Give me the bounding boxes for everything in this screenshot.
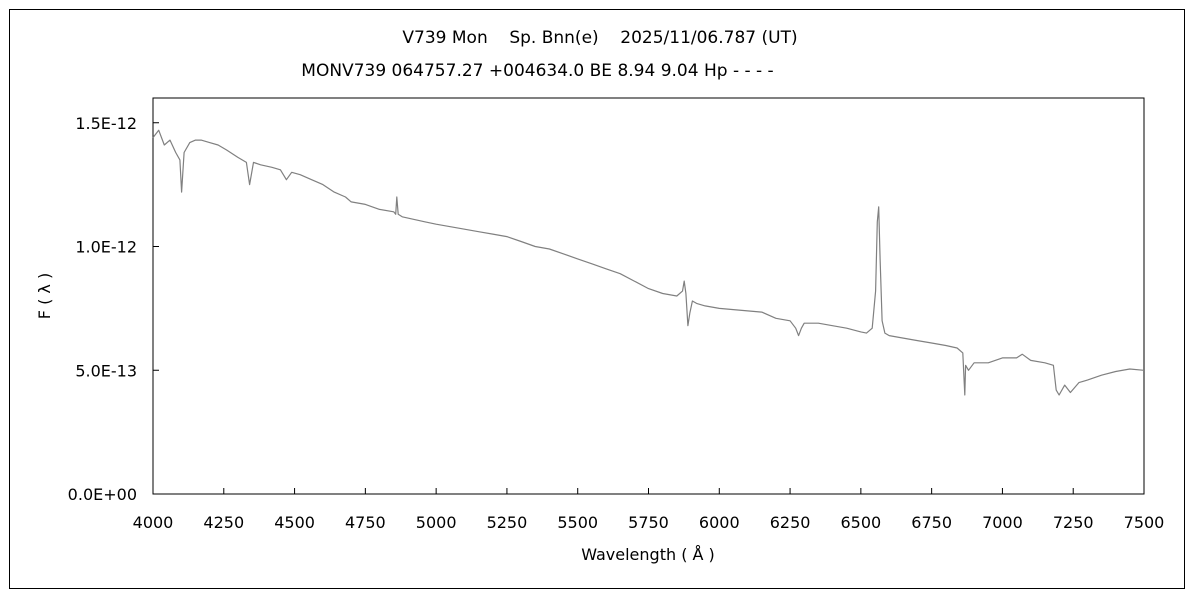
x-tick-label: 4000 — [133, 513, 174, 532]
x-tick-label: 4250 — [203, 513, 244, 532]
plot-area — [152, 97, 1145, 495]
chart-frame — [9, 9, 1185, 589]
x-tick-label: 7000 — [982, 513, 1023, 532]
y-tick-label: 1.5E-12 — [75, 114, 137, 133]
x-tick-label: 6750 — [911, 513, 952, 532]
x-tick-label: 6250 — [770, 513, 811, 532]
x-tick-label: 5250 — [487, 513, 528, 532]
x-tick-label: 7500 — [1124, 513, 1165, 532]
x-tick-label: 5750 — [628, 513, 669, 532]
y-tick-label: 5.0E-13 — [75, 361, 137, 380]
x-tick-label: 7250 — [1053, 513, 1094, 532]
chart-subtitle: MONV739 064757.27 +004634.0 BE 8.94 9.04… — [301, 61, 774, 81]
y-axis-label: F ( λ ) — [35, 273, 54, 319]
x-axis-label: Wavelength ( Å ) — [581, 545, 715, 564]
x-tick-label: 5000 — [416, 513, 457, 532]
x-tick-label: 6500 — [840, 513, 881, 532]
y-tick-label: 0.0E+00 — [68, 485, 137, 504]
axes: 4000 4250 4500 4750 5000 5250 5500 5750 6000 6250… — [68, 114, 1165, 532]
x-tick-label: 6000 — [699, 513, 740, 532]
x-tick-label: 5500 — [557, 513, 598, 532]
chart-title: V739 Mon Sp. Bnn(e) 2025/11/06.787 (UT) — [402, 28, 798, 48]
series-layer — [152, 129, 1145, 396]
x-tick-label: 4500 — [274, 513, 315, 532]
x-tick-label: 4750 — [345, 513, 386, 532]
spectrum-line — [152, 129, 1145, 396]
y-tick-label: 1.0E-12 — [75, 238, 137, 257]
